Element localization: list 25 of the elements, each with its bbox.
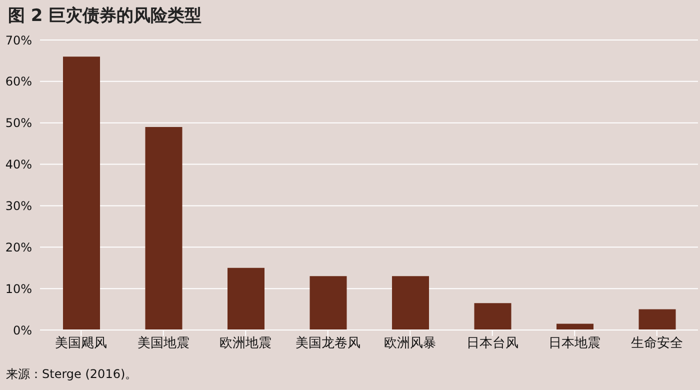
x-tick-label: 日本台风 xyxy=(466,336,518,352)
bar xyxy=(310,276,347,330)
y-tick-label: 10% xyxy=(5,282,32,296)
x-tick-label: 生命安全 xyxy=(630,335,683,352)
bar xyxy=(228,268,264,330)
x-tick-label: 美国龙卷风 xyxy=(295,335,360,352)
bar xyxy=(474,303,512,330)
y-tick-label: 40% xyxy=(5,158,32,172)
bar xyxy=(638,309,676,330)
y-tick-label: 0% xyxy=(12,323,32,338)
x-tick-label: 欧洲地震 xyxy=(220,336,272,352)
y-tick-label: 60% xyxy=(5,74,32,89)
x-tick-label: 日本地震 xyxy=(548,336,601,352)
bar xyxy=(392,276,429,330)
x-tick-label: 美国飓风 xyxy=(55,335,108,352)
y-tick-label: 30% xyxy=(5,198,32,213)
x-tick-label: 美国地震 xyxy=(137,335,190,352)
bar xyxy=(63,56,100,330)
y-tick-label: 70% xyxy=(5,33,32,48)
chart-title: 图 2 巨灾债券的风险类型 xyxy=(8,5,202,27)
y-tick-label: 20% xyxy=(5,240,32,254)
bar xyxy=(145,127,182,330)
x-tick-label: 欧洲风暴 xyxy=(384,336,436,352)
y-tick-label: 50% xyxy=(5,116,32,130)
source-note: 来源：Sterge (2016)。 xyxy=(6,366,138,383)
